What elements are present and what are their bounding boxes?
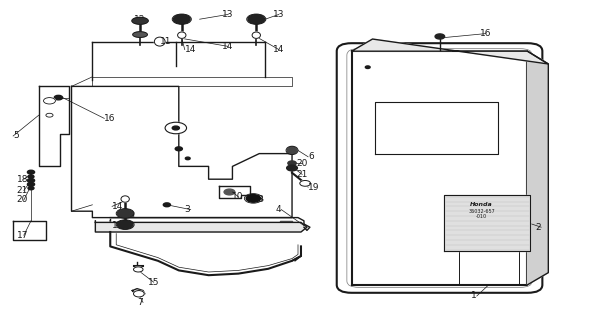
Circle shape xyxy=(172,126,179,130)
Text: 36032-657: 36032-657 xyxy=(468,209,495,214)
Circle shape xyxy=(28,187,34,190)
Ellipse shape xyxy=(133,18,147,24)
Text: 18: 18 xyxy=(17,175,28,184)
Text: 16: 16 xyxy=(104,114,116,123)
Circle shape xyxy=(44,98,55,104)
Circle shape xyxy=(300,180,311,186)
Ellipse shape xyxy=(121,196,129,202)
Circle shape xyxy=(28,175,34,178)
Text: 13: 13 xyxy=(222,10,234,19)
Circle shape xyxy=(27,179,35,182)
Text: 16: 16 xyxy=(480,29,491,38)
Text: 4: 4 xyxy=(275,205,281,214)
Text: 9: 9 xyxy=(128,212,134,220)
Ellipse shape xyxy=(117,209,133,218)
Text: 15: 15 xyxy=(148,278,159,287)
Text: 10: 10 xyxy=(232,192,244,201)
Text: Honda: Honda xyxy=(470,202,493,207)
Circle shape xyxy=(365,66,370,68)
Ellipse shape xyxy=(173,15,190,24)
Circle shape xyxy=(246,195,260,202)
Circle shape xyxy=(134,267,143,272)
Text: 14: 14 xyxy=(222,42,234,51)
Text: 6: 6 xyxy=(308,152,314,161)
Text: 14: 14 xyxy=(273,45,284,54)
Circle shape xyxy=(224,189,235,195)
Circle shape xyxy=(27,182,35,186)
Circle shape xyxy=(287,165,297,171)
Polygon shape xyxy=(527,51,548,285)
Text: 13: 13 xyxy=(273,10,284,19)
Polygon shape xyxy=(352,39,548,64)
Circle shape xyxy=(163,203,170,207)
Circle shape xyxy=(435,34,445,39)
Ellipse shape xyxy=(154,37,165,46)
Text: 1: 1 xyxy=(471,292,477,300)
Text: 5: 5 xyxy=(13,132,19,140)
Ellipse shape xyxy=(134,291,144,297)
Ellipse shape xyxy=(117,220,133,229)
Circle shape xyxy=(27,170,35,174)
Circle shape xyxy=(185,157,190,160)
Text: 21: 21 xyxy=(296,170,308,179)
Text: 14: 14 xyxy=(112,202,123,211)
Ellipse shape xyxy=(287,147,297,154)
Text: -010: -010 xyxy=(476,213,487,219)
Circle shape xyxy=(54,95,63,100)
Text: 3: 3 xyxy=(185,205,191,214)
Text: 19: 19 xyxy=(308,183,319,192)
Ellipse shape xyxy=(248,15,265,24)
Circle shape xyxy=(288,161,296,165)
Text: 13: 13 xyxy=(112,221,123,230)
Text: 11: 11 xyxy=(160,37,171,46)
Polygon shape xyxy=(444,195,530,251)
Text: 17: 17 xyxy=(17,231,28,240)
Polygon shape xyxy=(95,221,307,232)
Text: 2: 2 xyxy=(535,223,541,232)
Ellipse shape xyxy=(252,32,260,38)
Text: 8: 8 xyxy=(257,196,263,204)
Ellipse shape xyxy=(178,32,186,38)
Circle shape xyxy=(175,147,182,151)
Text: 7: 7 xyxy=(137,298,143,307)
Text: 20: 20 xyxy=(296,159,308,168)
Text: 20: 20 xyxy=(17,196,28,204)
Ellipse shape xyxy=(134,32,147,37)
Circle shape xyxy=(46,113,53,117)
Text: 21: 21 xyxy=(17,186,28,195)
Circle shape xyxy=(165,122,187,134)
Text: 12: 12 xyxy=(134,15,145,24)
Text: 14: 14 xyxy=(185,45,196,54)
